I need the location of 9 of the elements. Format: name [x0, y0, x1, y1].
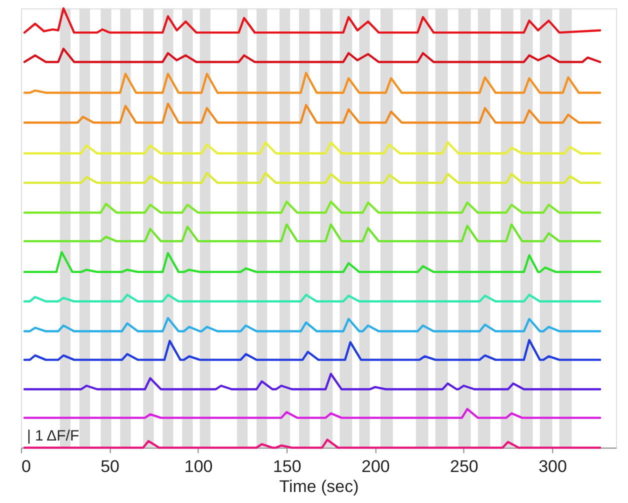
- x-axis-title: Time (sec): [279, 477, 359, 496]
- x-tick-label: 150: [272, 457, 302, 476]
- x-tick-label: 0: [21, 457, 31, 476]
- annotation: | 1 ΔF/F: [26, 428, 80, 445]
- x-tick-label: 300: [538, 457, 567, 476]
- x-tick-label: 100: [184, 457, 213, 476]
- x-tick-label: 200: [362, 457, 390, 476]
- x-tick-label: 250: [450, 457, 478, 476]
- x-tick-label: 50: [100, 457, 120, 476]
